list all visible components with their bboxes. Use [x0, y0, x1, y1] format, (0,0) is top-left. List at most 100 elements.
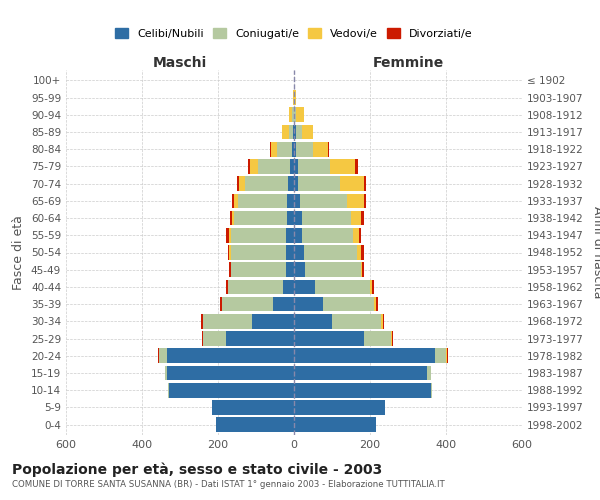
- Bar: [361, 262, 362, 277]
- Bar: [294, 159, 298, 174]
- Bar: [364, 176, 366, 191]
- Bar: [294, 262, 305, 277]
- Bar: [294, 332, 364, 346]
- Bar: [165, 366, 167, 380]
- Bar: [227, 280, 283, 294]
- Bar: [282, 124, 289, 140]
- Bar: [277, 142, 292, 156]
- Bar: [294, 210, 302, 226]
- Bar: [287, 210, 294, 226]
- Bar: [302, 124, 313, 140]
- Bar: [296, 108, 304, 122]
- Bar: [370, 280, 372, 294]
- Bar: [159, 348, 167, 363]
- Bar: [234, 210, 287, 226]
- Bar: [323, 297, 374, 312]
- Bar: [359, 228, 361, 242]
- Bar: [353, 228, 359, 242]
- Bar: [229, 262, 230, 277]
- Bar: [226, 280, 227, 294]
- Bar: [434, 348, 446, 363]
- Bar: [304, 245, 356, 260]
- Text: Maschi: Maschi: [153, 56, 207, 70]
- Bar: [292, 108, 294, 122]
- Bar: [232, 245, 286, 260]
- Y-axis label: Anni di nascita: Anni di nascita: [592, 206, 600, 298]
- Bar: [273, 297, 294, 312]
- Bar: [234, 194, 238, 208]
- Bar: [382, 314, 383, 328]
- Bar: [300, 194, 347, 208]
- Bar: [294, 383, 431, 398]
- Bar: [167, 348, 294, 363]
- Bar: [220, 297, 222, 312]
- Bar: [446, 348, 447, 363]
- Bar: [294, 245, 304, 260]
- Bar: [355, 159, 358, 174]
- Bar: [376, 297, 377, 312]
- Bar: [302, 228, 353, 242]
- Bar: [202, 332, 203, 346]
- Bar: [315, 280, 370, 294]
- Bar: [290, 159, 294, 174]
- Bar: [230, 210, 232, 226]
- Bar: [271, 142, 277, 156]
- Bar: [328, 142, 329, 156]
- Bar: [356, 245, 361, 260]
- Text: Femmine: Femmine: [373, 56, 443, 70]
- Bar: [293, 124, 294, 140]
- Bar: [305, 262, 361, 277]
- Bar: [258, 159, 290, 174]
- Bar: [203, 314, 252, 328]
- Bar: [239, 176, 245, 191]
- Bar: [296, 142, 313, 156]
- Bar: [232, 194, 234, 208]
- Bar: [203, 332, 226, 346]
- Bar: [330, 159, 355, 174]
- Bar: [313, 142, 328, 156]
- Bar: [332, 314, 382, 328]
- Bar: [229, 228, 232, 242]
- Bar: [294, 194, 300, 208]
- Bar: [238, 194, 287, 208]
- Bar: [347, 194, 364, 208]
- Bar: [286, 262, 294, 277]
- Bar: [351, 210, 361, 226]
- Bar: [294, 90, 296, 105]
- Bar: [427, 366, 431, 380]
- Bar: [447, 348, 448, 363]
- Bar: [294, 228, 302, 242]
- Bar: [296, 124, 302, 140]
- Bar: [212, 400, 294, 415]
- Bar: [289, 124, 293, 140]
- Bar: [374, 297, 376, 312]
- Bar: [364, 332, 391, 346]
- Bar: [294, 418, 376, 432]
- Bar: [294, 314, 332, 328]
- Bar: [294, 348, 434, 363]
- Bar: [294, 297, 323, 312]
- Bar: [252, 314, 294, 328]
- Bar: [340, 176, 364, 191]
- Bar: [167, 366, 294, 380]
- Bar: [201, 314, 203, 328]
- Bar: [298, 176, 340, 191]
- Bar: [158, 348, 159, 363]
- Bar: [286, 245, 294, 260]
- Text: COMUNE DI TORRE SANTA SUSANNA (BR) - Dati ISTAT 1° gennaio 2003 - Elaborazione T: COMUNE DI TORRE SANTA SUSANNA (BR) - Dat…: [12, 480, 445, 489]
- Bar: [289, 176, 294, 191]
- Bar: [168, 383, 169, 398]
- Bar: [226, 228, 229, 242]
- Bar: [232, 228, 286, 242]
- Bar: [302, 210, 351, 226]
- Bar: [228, 245, 229, 260]
- Bar: [169, 383, 294, 398]
- Bar: [294, 124, 296, 140]
- Bar: [392, 332, 393, 346]
- Bar: [270, 142, 271, 156]
- Bar: [248, 159, 250, 174]
- Bar: [294, 280, 315, 294]
- Bar: [289, 108, 292, 122]
- Bar: [250, 159, 258, 174]
- Bar: [237, 176, 239, 191]
